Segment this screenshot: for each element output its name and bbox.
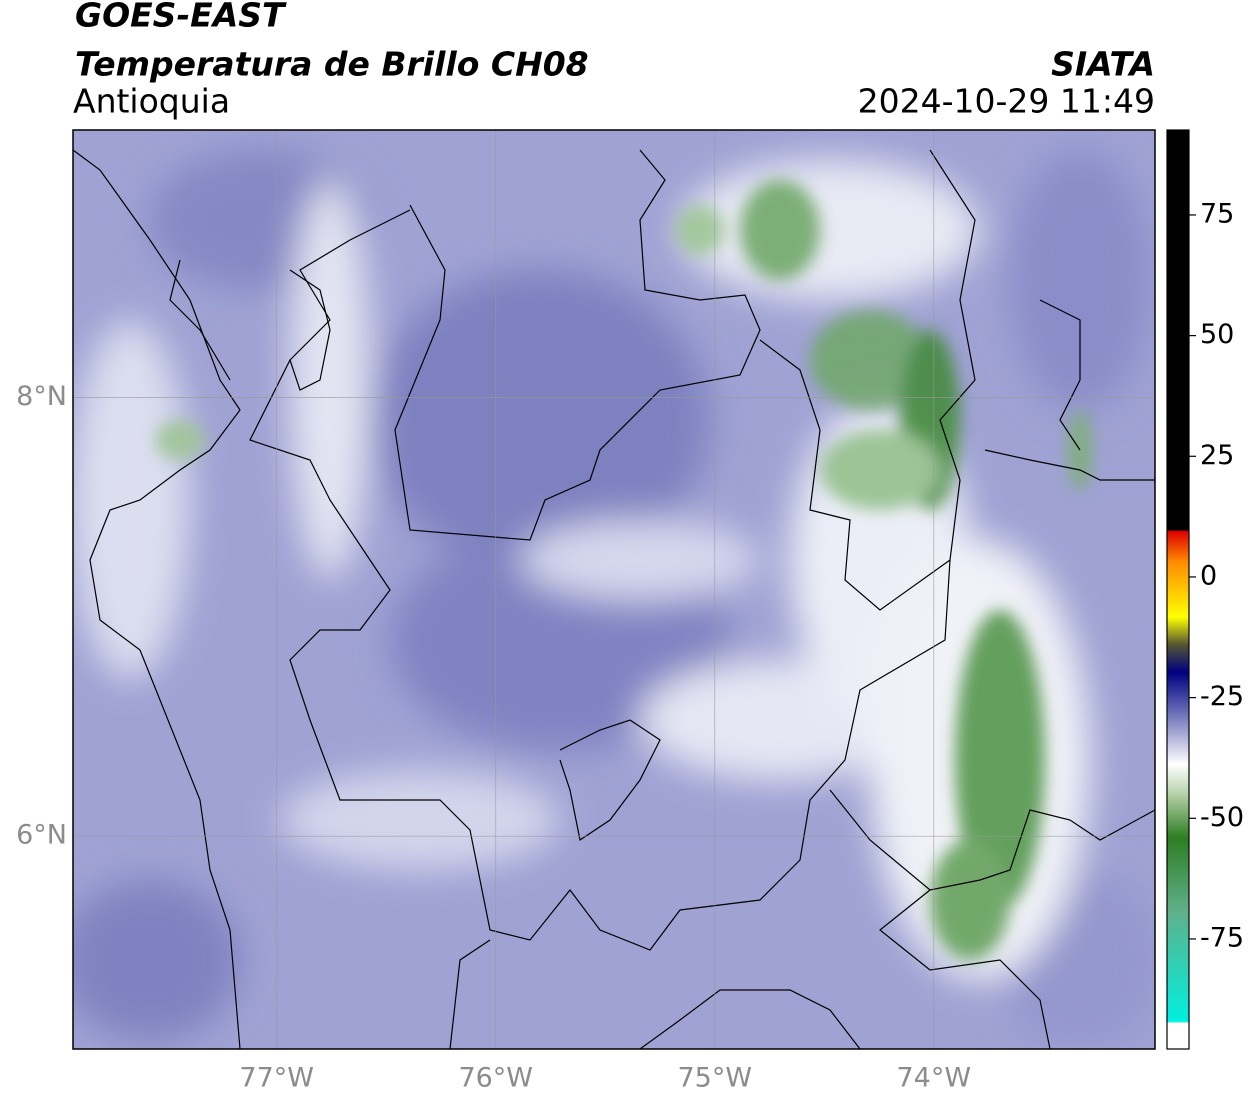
boundaries bbox=[73, 149, 1155, 1049]
lon-label: 74°W bbox=[897, 1063, 972, 1094]
colorbar bbox=[1166, 129, 1190, 1050]
lon-label: 76°W bbox=[458, 1063, 533, 1094]
satellite-image bbox=[73, 130, 1155, 1049]
region-label: Antioquia bbox=[73, 82, 230, 121]
colorbar-tick-label: 25 bbox=[1200, 440, 1234, 471]
colorbar-tick-label: -75 bbox=[1200, 922, 1244, 953]
colorbar-tick-label: 50 bbox=[1200, 319, 1234, 350]
colorbar-tick-label: 0 bbox=[1200, 560, 1217, 591]
lon-label: 75°W bbox=[677, 1063, 752, 1094]
satellite-title: GOES-EAST bbox=[75, 0, 287, 35]
colorbar-tick-label: -25 bbox=[1200, 681, 1244, 712]
timestamp: 2024-10-29 11:49 bbox=[858, 82, 1155, 121]
map-frame bbox=[72, 129, 1156, 1050]
lon-label: 77°W bbox=[239, 1063, 314, 1094]
product-title: Temperatura de Brillo CH08 bbox=[75, 45, 589, 84]
colorbar-tick-label: 75 bbox=[1200, 198, 1234, 229]
colorbar-tick-label: -50 bbox=[1200, 802, 1244, 833]
lat-label: 6°N bbox=[16, 820, 67, 851]
source-label: SIATA bbox=[1051, 45, 1155, 84]
lat-label: 8°N bbox=[16, 381, 67, 412]
